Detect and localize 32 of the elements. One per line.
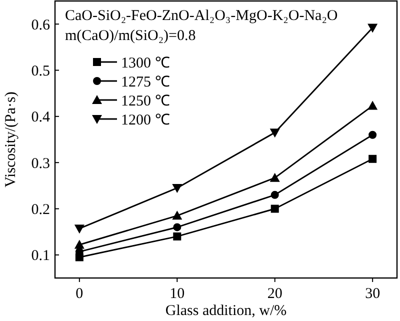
chart-title: CaO-SiO₂-FeO-ZnO-Al₂O₃-MgO-K₂O-Na₂O — [65, 8, 338, 24]
point — [270, 204, 279, 213]
point — [270, 190, 279, 199]
point — [173, 232, 182, 240]
point — [74, 224, 84, 234]
y-tick-label: 0.5 — [31, 64, 50, 80]
legend-label: 1275 ℃ — [121, 74, 170, 90]
point — [172, 184, 182, 193]
y-axis-title: Viscosity/(Pa·s) — [3, 92, 19, 188]
point — [172, 210, 182, 220]
legend-label: 1200 ℃ — [121, 112, 170, 128]
point — [270, 128, 280, 138]
legend-label: 1300 ℃ — [121, 55, 170, 72]
y-tick-label: 0.4 — [31, 110, 50, 126]
y-tick-label: 0.3 — [31, 156, 50, 172]
point — [368, 154, 377, 163]
legend-label: 1250 ℃ — [121, 93, 170, 110]
point — [74, 240, 84, 249]
point — [368, 100, 378, 110]
x-tick-label: 10 — [170, 286, 185, 302]
annotation: m(CaO)/m(SiO₂)=0.8 — [65, 28, 196, 44]
x-tick-label: 20 — [267, 286, 282, 302]
point — [368, 24, 378, 33]
x-tick-label: 0 — [76, 286, 84, 302]
point — [173, 223, 182, 232]
x-axis-title: Glass addition, w/% — [165, 303, 287, 319]
x-tick-label: 30 — [365, 286, 380, 302]
y-tick-label: 0.1 — [31, 248, 50, 264]
y-tick-label: 0.6 — [31, 17, 50, 34]
point — [270, 172, 280, 182]
point — [368, 130, 377, 139]
y-tick-label: 0.2 — [31, 202, 50, 218]
